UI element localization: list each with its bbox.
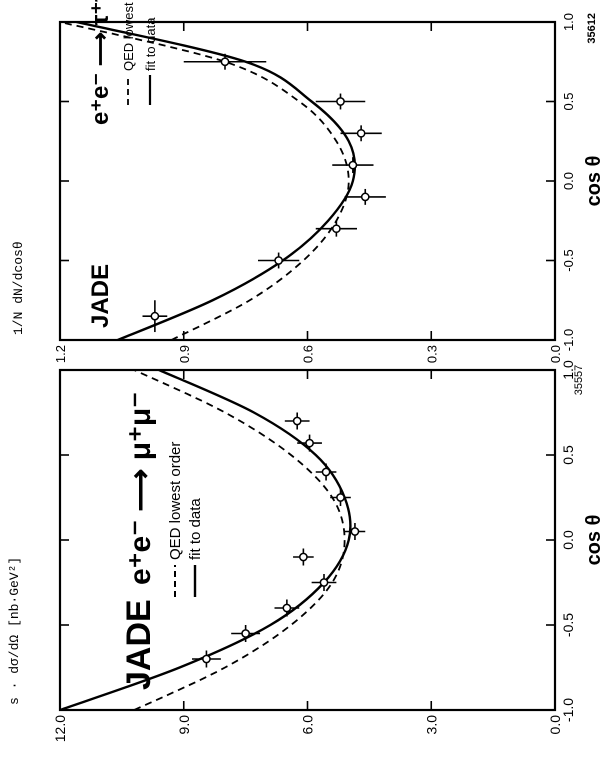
y-tick-label: 0.0 (547, 715, 563, 735)
data-point (192, 650, 221, 668)
y-tick-label: 9.0 (176, 715, 192, 735)
data-marker (274, 256, 283, 265)
x-tick-label: -1.0 (561, 329, 576, 351)
x-tick-label: -0.5 (560, 613, 576, 637)
data-marker (150, 311, 160, 321)
legend-fit-label: fit to data (187, 498, 204, 560)
tick-marks (59, 21, 556, 341)
y-tick-label: 0.3 (424, 345, 439, 363)
y-tick-label: 0.0 (548, 345, 563, 363)
curves (60, 370, 352, 710)
figure-number: 35612 (586, 13, 598, 44)
x-tick-label: 1.0 (560, 360, 576, 380)
data-points (192, 412, 366, 668)
data-marker (299, 552, 308, 562)
data-marker (321, 467, 331, 477)
data-marker (350, 527, 360, 536)
tick-labels: -1.0 -0.5 0.0 0.5 1.0 0.0 0.3 0.6 0.9 1.2 (53, 13, 576, 363)
x-tick-label: 0.0 (561, 172, 576, 190)
data-point (183, 53, 267, 70)
process-label: e⁺e⁻ ⟶ μ⁺μ⁻ (124, 392, 157, 585)
data-marker (282, 603, 292, 613)
data-point (315, 463, 337, 481)
data-marker (241, 629, 250, 638)
data-marker (336, 493, 345, 502)
data-marker (202, 654, 211, 664)
x-tick-label: 0.5 (560, 445, 576, 465)
y-tick-label: 1.2 (53, 345, 68, 363)
tick-labels: -1.0 -0.5 0.0 0.5 1.0 0.0 3.0 6.0 9.0 12.0 (52, 360, 576, 742)
data-point (330, 489, 351, 506)
data-point (340, 125, 382, 142)
data-point (315, 220, 357, 237)
data-point (231, 625, 261, 642)
process-label: e⁺e⁻ ⟶ τ⁺τ⁻ (87, 0, 114, 125)
data-marker (220, 57, 230, 67)
y-axis-title: s · dσ/dΩ [nb·GeV²] (7, 557, 22, 705)
x-tick-label: -0.5 (561, 249, 576, 271)
data-marker (360, 192, 370, 202)
data-marker (319, 578, 329, 587)
data-marker (332, 224, 341, 234)
data-marker (356, 128, 366, 138)
fit-curve (76, 22, 357, 340)
x-axis-title: cos θ (583, 156, 605, 207)
legend-qed-label: QED lowest order (121, 0, 136, 71)
data-marker (348, 160, 358, 170)
data-point (284, 412, 310, 430)
data-point (344, 523, 366, 540)
panel-tautau: -1.0 -0.5 0.0 0.5 1.0 0.0 0.3 0.6 0.9 1.2 JADE e⁺… (11, 0, 605, 363)
qed-curve (60, 22, 350, 340)
data-points (142, 53, 386, 333)
data-point (315, 93, 366, 110)
data-point (293, 548, 314, 566)
x-tick-label: 1.0 (561, 13, 576, 31)
data-point (297, 434, 322, 452)
legend-fit-label: fit to data (143, 17, 158, 71)
data-point (332, 157, 374, 174)
y-tick-label: 6.0 (300, 715, 316, 735)
data-point (258, 252, 300, 269)
data-marker (305, 438, 314, 448)
experiment-label: JADE (120, 599, 158, 690)
data-marker (336, 97, 345, 106)
x-tick-label: 0.5 (561, 92, 576, 110)
x-axis-title: cos θ (583, 515, 605, 566)
data-point (344, 188, 386, 205)
legend-qed-label: QED lowest order (167, 442, 184, 560)
data-marker (292, 416, 302, 426)
qed-curve (133, 370, 346, 710)
y-tick-label: 0.9 (177, 345, 192, 363)
panel-mumu: -1.0 -0.5 0.0 0.5 1.0 0.0 3.0 6.0 9.0 12.0 JADE e… (7, 360, 605, 742)
x-tick-label: -1.0 (560, 698, 576, 722)
y-tick-label: 0.6 (301, 345, 316, 363)
y-tick-label: 12.0 (52, 715, 68, 742)
tick-marks (59, 369, 556, 711)
data-point (274, 599, 300, 617)
experiment-label: JADE (87, 264, 114, 328)
y-axis-title: 1/N dN/dcosθ (11, 241, 26, 335)
fit-curve (60, 370, 352, 710)
x-tick-label: 0.0 (560, 530, 576, 550)
data-point (142, 300, 168, 333)
y-tick-label: 3.0 (423, 715, 439, 735)
data-point (311, 574, 337, 591)
figure-number: 35557 (573, 365, 585, 396)
